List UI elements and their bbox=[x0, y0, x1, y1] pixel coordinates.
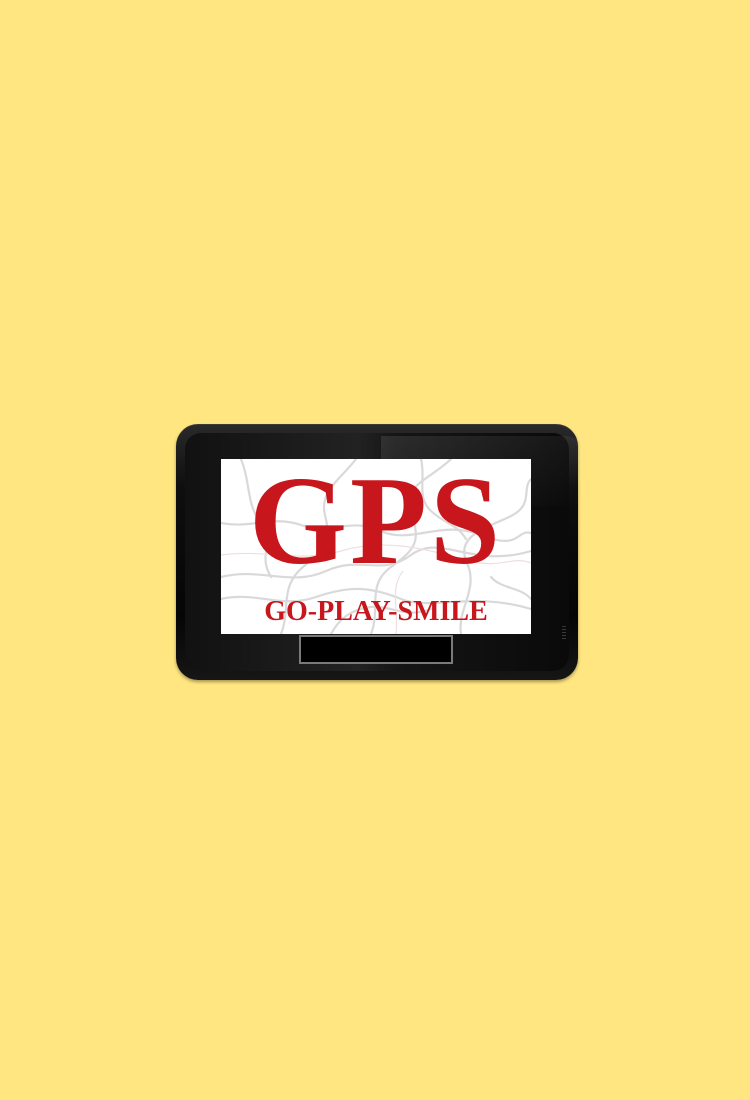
device-screen: GPS GO-PLAY-SMILE bbox=[221, 459, 531, 634]
side-grip bbox=[562, 626, 566, 640]
gps-device: GPS GO-PLAY-SMILE bbox=[176, 424, 581, 680]
home-button[interactable] bbox=[299, 635, 453, 664]
map-roads-icon bbox=[221, 459, 531, 634]
logo-tagline: GO-PLAY-SMILE bbox=[264, 596, 488, 627]
logo-title: GPS bbox=[248, 459, 504, 591]
